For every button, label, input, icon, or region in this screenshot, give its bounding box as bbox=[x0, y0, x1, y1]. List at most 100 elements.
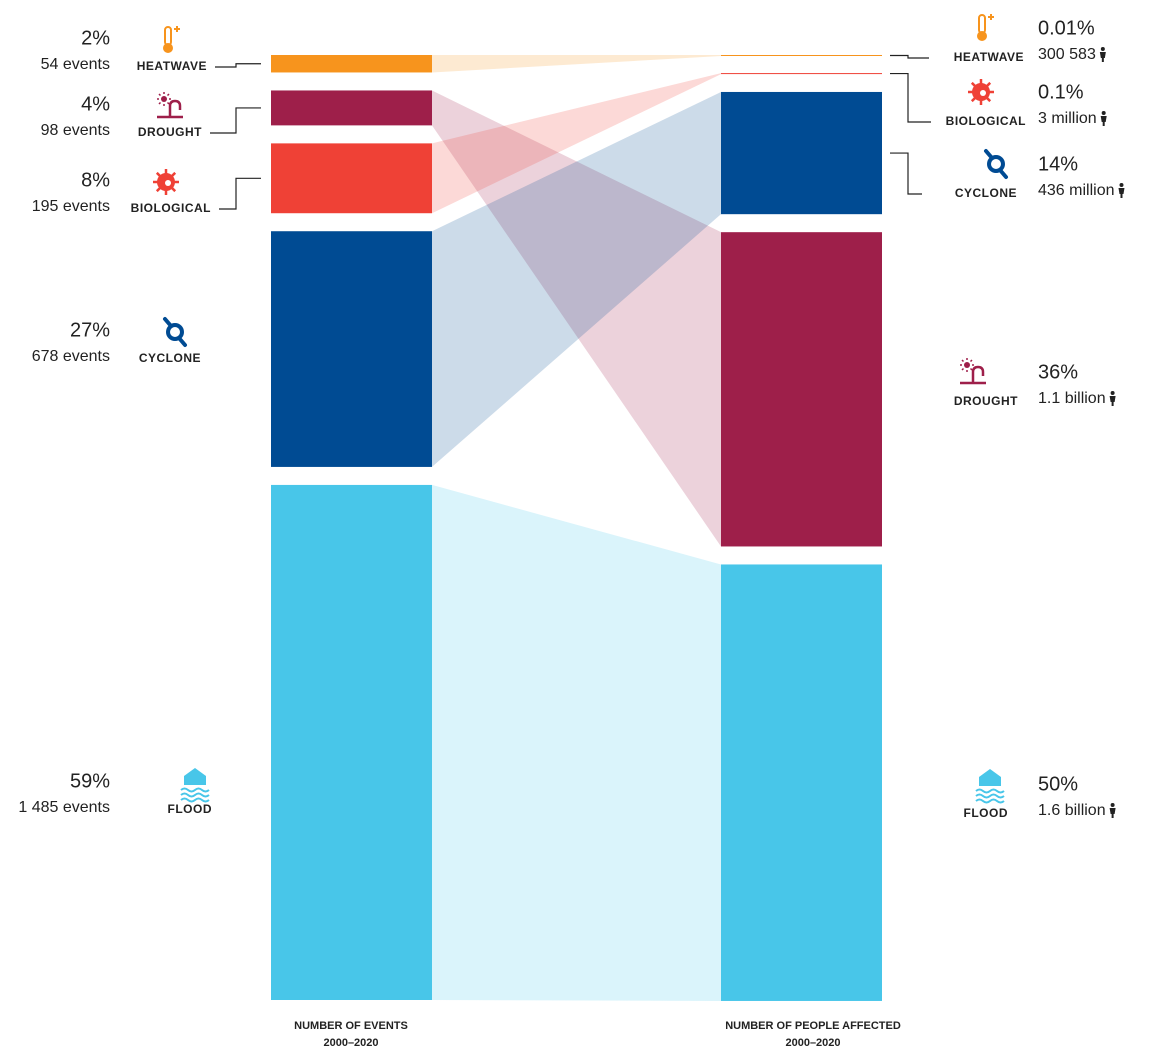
category-label: CYCLONE bbox=[139, 351, 201, 365]
icon-flood bbox=[975, 769, 1005, 804]
icon-cyclone bbox=[984, 149, 1008, 179]
category-label: HEATWAVE bbox=[954, 50, 1024, 64]
icon-part bbox=[980, 90, 986, 96]
icon-part bbox=[1118, 188, 1125, 198]
category-label: DROUGHT bbox=[138, 125, 202, 139]
icon-part bbox=[978, 14, 986, 34]
icon-part bbox=[970, 81, 982, 93]
icon-biological bbox=[968, 79, 994, 105]
flow-link bbox=[432, 55, 721, 73]
icon-part bbox=[174, 26, 180, 32]
icon-part bbox=[163, 317, 187, 347]
bar bbox=[271, 484, 432, 1000]
axis-title: NUMBER OF PEOPLE AFFECTED bbox=[725, 1020, 901, 1032]
flow-link bbox=[432, 484, 721, 1001]
connector bbox=[215, 63, 261, 68]
bar bbox=[271, 143, 432, 214]
count-label: 98 events bbox=[41, 122, 110, 139]
person-icon bbox=[1109, 803, 1116, 818]
links bbox=[432, 55, 721, 1001]
person-icon bbox=[1100, 111, 1107, 126]
percent-label: 2% bbox=[81, 27, 110, 49]
icon-part bbox=[975, 793, 1005, 799]
bar bbox=[271, 55, 432, 73]
icon-cyclone bbox=[163, 317, 187, 347]
percent-label: 8% bbox=[81, 169, 110, 191]
count-label: 54 events bbox=[41, 56, 110, 73]
icon-part bbox=[157, 92, 171, 106]
flow-link bbox=[432, 91, 721, 467]
flow-link bbox=[432, 90, 721, 547]
icon-part bbox=[975, 788, 1005, 794]
icon-biological bbox=[153, 169, 179, 195]
icon-part bbox=[180, 787, 210, 793]
count-label: 1 485 events bbox=[18, 799, 110, 816]
people-label: 3 million bbox=[1038, 110, 1097, 127]
category-label: BIOLOGICAL bbox=[946, 114, 1026, 128]
icon-part bbox=[155, 171, 167, 183]
percent-label: 36% bbox=[1038, 361, 1078, 383]
connector bbox=[210, 107, 261, 134]
percent-label: 59% bbox=[70, 770, 110, 792]
icon-part bbox=[1109, 396, 1116, 406]
category-label: CYCLONE bbox=[955, 186, 1017, 200]
axis-title: NUMBER OF EVENTS bbox=[294, 1020, 408, 1032]
bar bbox=[271, 90, 432, 126]
icon-heatwave bbox=[977, 14, 994, 41]
icon-part bbox=[155, 181, 167, 193]
axis-period: 2000–2020 bbox=[785, 1037, 840, 1049]
icon-part bbox=[1110, 391, 1115, 395]
people-label: 1.1 billion bbox=[1038, 390, 1106, 407]
icon-part bbox=[987, 155, 1005, 173]
people-label: 300 583 bbox=[1038, 46, 1096, 63]
category-label: DROUGHT bbox=[954, 394, 1018, 408]
icon-drought bbox=[157, 92, 183, 119]
connector bbox=[890, 54, 929, 59]
count-label: 195 events bbox=[32, 198, 110, 215]
people-label: 1.6 billion bbox=[1038, 802, 1106, 819]
icon-part bbox=[970, 91, 982, 103]
icon-part bbox=[1101, 111, 1106, 115]
bar bbox=[721, 232, 882, 547]
percent-label: 0.01% bbox=[1038, 17, 1095, 39]
icon-drought bbox=[960, 358, 986, 385]
person-icon bbox=[1109, 391, 1116, 406]
icon-part bbox=[984, 149, 1008, 179]
percent-label: 27% bbox=[70, 319, 110, 341]
icon-part bbox=[157, 99, 183, 119]
person-icon bbox=[1118, 183, 1125, 198]
person-icon bbox=[1099, 47, 1106, 62]
icon-part bbox=[184, 768, 206, 785]
bar bbox=[721, 55, 882, 56]
percent-label: 14% bbox=[1038, 153, 1078, 175]
count-label: 678 events bbox=[32, 348, 110, 365]
bar bbox=[721, 91, 882, 215]
icon-part bbox=[1109, 808, 1116, 818]
icon-part bbox=[161, 96, 167, 102]
bar bbox=[271, 231, 432, 467]
icon-heatwave bbox=[163, 26, 180, 53]
icon-part bbox=[164, 26, 172, 46]
icon-part bbox=[960, 365, 986, 385]
icon-part bbox=[1100, 116, 1107, 126]
icon-part bbox=[1099, 52, 1106, 62]
bar bbox=[721, 564, 882, 1001]
category-label: FLOOD bbox=[168, 802, 213, 816]
bar bbox=[721, 73, 882, 75]
icon-part bbox=[180, 797, 210, 803]
icon-part bbox=[165, 180, 171, 186]
icon-part bbox=[1110, 803, 1115, 807]
people-label: 436 million bbox=[1038, 182, 1114, 199]
percent-label: 0.1% bbox=[1038, 81, 1084, 103]
icon-flood bbox=[180, 768, 210, 803]
icon-part bbox=[180, 792, 210, 798]
connector bbox=[219, 177, 261, 210]
icon-part bbox=[163, 43, 173, 53]
icon-part bbox=[1100, 47, 1105, 51]
category-label: FLOOD bbox=[964, 806, 1009, 820]
icon-part bbox=[975, 798, 1005, 804]
icon-part bbox=[166, 323, 184, 341]
icon-part bbox=[977, 31, 987, 41]
flow-link bbox=[432, 73, 721, 214]
